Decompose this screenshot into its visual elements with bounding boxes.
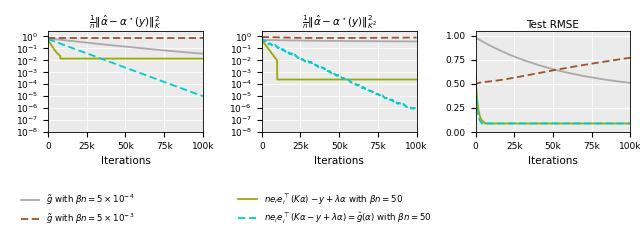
Legend: $\tilde{g}$ with $\beta n = 5 \times 10^{-4}$, $\tilde{g}$ with $\beta n = 5 \ti: $\tilde{g}$ with $\beta n = 5 \times 10^… [17, 189, 138, 229]
Title: $\frac{1}{n}\|\hat{\alpha} - \alpha^\star(y)\|_{K^2}^2$: $\frac{1}{n}\|\hat{\alpha} - \alpha^\sta… [301, 13, 377, 31]
Title: Test RMSE: Test RMSE [527, 20, 579, 30]
X-axis label: Iterations: Iterations [314, 156, 364, 166]
Title: $\frac{1}{n}\|\hat{\alpha} - \alpha^\star(y)\|_K^2$: $\frac{1}{n}\|\hat{\alpha} - \alpha^\sta… [89, 13, 162, 31]
X-axis label: Iterations: Iterations [528, 156, 578, 166]
X-axis label: Iterations: Iterations [100, 156, 150, 166]
Legend: $n e_i e_i^\top(K\alpha) - y + \lambda\alpha$ with $\beta n = 50$, $n e_i e_i^\t: $n e_i e_i^\top(K\alpha) - y + \lambda\a… [235, 188, 435, 229]
